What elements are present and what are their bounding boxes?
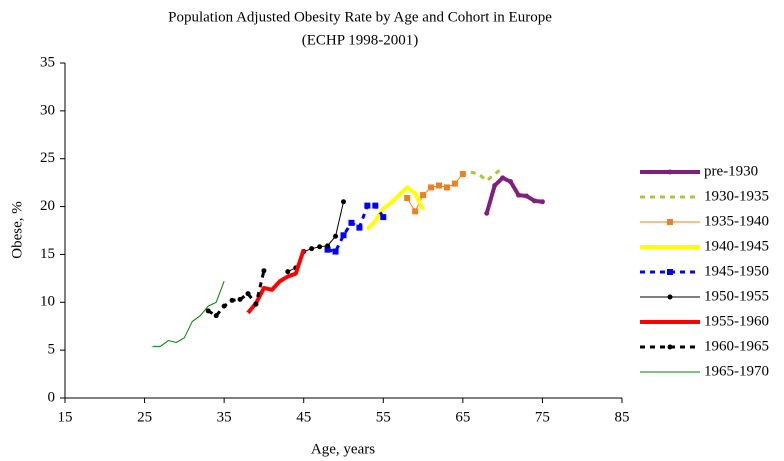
x-tick-label: 55 [376,409,391,425]
point [348,219,355,226]
point [317,244,323,250]
legend-marker [667,344,673,350]
point [364,202,371,209]
y-tick-label: 30 [40,102,55,118]
point [531,198,537,204]
series-line [470,167,504,183]
point [412,208,419,215]
point [451,180,458,187]
y-tick-label: 25 [40,150,55,166]
legend-label: 1950-1955 [704,288,769,304]
legend-label: 1930-1935 [704,188,769,204]
series-line [152,281,225,347]
series-line [246,249,306,315]
point [484,210,490,216]
point [309,246,315,252]
x-tick-label: 85 [615,409,630,425]
y-tick-label: 5 [48,342,56,358]
point [205,308,211,314]
point [332,248,339,255]
point [285,269,291,275]
point [539,199,545,205]
x-tick-label: 45 [296,409,311,425]
point [221,303,227,309]
point [435,182,442,189]
legend-marker [667,294,673,300]
chart-subtitle: (ECHP 1998-2001) [302,32,419,48]
point [508,179,514,185]
legend-label: 1945-1950 [704,263,769,279]
point [229,297,235,303]
point [356,224,363,231]
y-axis-label: Obese, % [9,201,25,258]
point [341,199,346,205]
legend-label: 1965-1970 [704,363,769,379]
y-tick-label: 0 [48,389,56,405]
legend-marker [667,169,673,175]
point [420,192,427,199]
point [524,193,530,199]
x-tick-label: 65 [455,409,470,425]
series-line [365,185,425,231]
point [261,268,267,274]
point [237,296,243,302]
x-axis-label: Age, years [311,441,375,457]
x-tick-label: 75 [535,409,550,425]
series-line [207,270,266,318]
point [443,184,450,191]
point [516,192,522,198]
y-tick-label: 10 [40,294,55,310]
legend-label: 1935-1940 [704,213,769,229]
point [245,291,251,297]
chart-title: Population Adjusted Obesity Rate by Age … [168,9,552,25]
point [340,232,347,239]
point [428,184,435,191]
point [253,301,259,307]
y-tick-label: 15 [40,246,55,262]
x-tick-label: 35 [217,409,232,425]
point [213,313,219,319]
point [404,194,411,201]
point [380,214,387,221]
point [325,243,331,249]
point [500,175,506,181]
point [333,233,339,239]
point [492,183,498,189]
x-tick-label: 15 [58,409,73,425]
series-line [327,204,385,254]
y-tick-label: 20 [40,198,55,214]
y-tick-label: 35 [40,54,55,70]
point [459,171,466,178]
legend-label: 1955-1960 [704,313,769,329]
legend-label: pre-1930 [704,163,758,179]
point [324,246,331,253]
legend-marker [667,269,673,275]
legend-marker [667,219,673,225]
x-tick-label: 25 [137,409,152,425]
legend-label: 1960-1965 [704,338,769,354]
point [372,202,379,209]
legend-label: 1940-1945 [704,238,769,254]
